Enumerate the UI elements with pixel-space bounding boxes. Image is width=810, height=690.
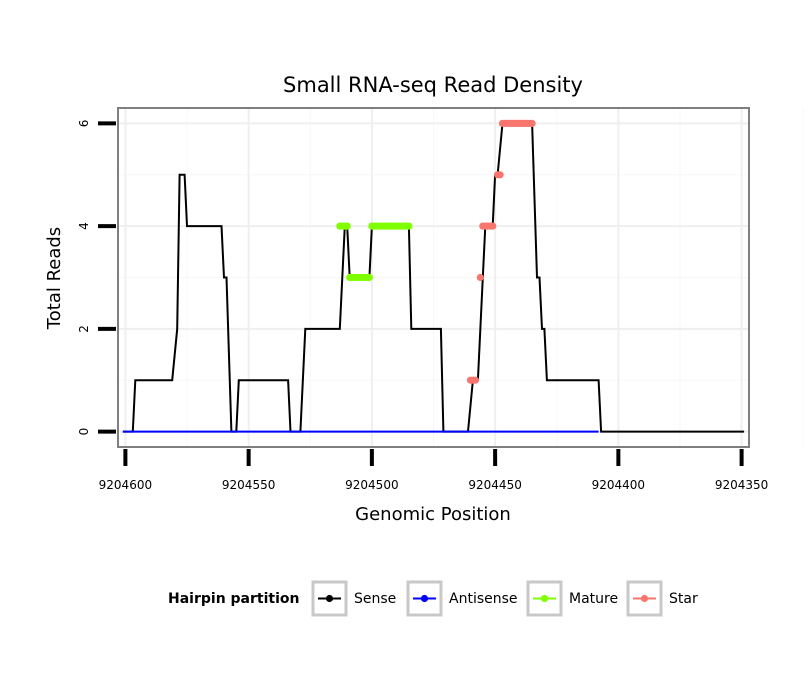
data-point-star	[471, 376, 479, 384]
x-tick-label: 9204600	[99, 478, 152, 492]
y-tick-label: 6	[77, 120, 91, 128]
legend-title: Hairpin partition	[168, 591, 299, 607]
legend-label: Antisense	[449, 591, 518, 607]
y-axis-title: Total Reads	[44, 227, 65, 330]
data-point-star	[528, 119, 536, 127]
data-point-star	[476, 273, 484, 282]
legend-label: Star	[669, 591, 698, 607]
legend-item-sense: Sense	[311, 580, 396, 617]
data-point-star	[489, 222, 497, 230]
data-point-star	[496, 171, 504, 179]
series-points-mature	[336, 222, 413, 282]
data-point-mature	[365, 273, 373, 282]
legend: Hairpin partition Sense Antisense Mature St…	[168, 580, 698, 617]
series-layer	[122, 119, 745, 433]
legend-item-mature: Mature	[526, 580, 618, 617]
y-tick-label: 0	[77, 428, 91, 436]
x-tick-label: 9204350	[715, 478, 768, 492]
x-tick-label: 9204500	[345, 478, 398, 492]
legend-label: Mature	[569, 591, 618, 607]
plot-border	[117, 107, 750, 448]
chart-title: Small RNA-seq Read Density	[283, 73, 583, 97]
legend-key-point	[325, 594, 334, 603]
legend-key-point	[640, 594, 649, 603]
x-axis-title: Genomic Position	[355, 504, 511, 525]
legend-entries: Sense Antisense Mature Star	[311, 580, 698, 617]
legend-key-point	[420, 594, 429, 603]
legend-item-antisense: Antisense	[406, 580, 518, 617]
data-point-mature	[343, 222, 351, 230]
x-tick-label: 9204400	[592, 478, 645, 492]
legend-label: Sense	[354, 591, 396, 607]
y-tick-label: 4	[77, 222, 91, 230]
legend-key-point	[540, 594, 549, 603]
y-axis: 0 2 4 6	[77, 120, 116, 436]
x-tick-label: 9204550	[222, 478, 275, 492]
x-tick-label: 9204450	[468, 478, 521, 492]
data-point-mature	[405, 222, 413, 230]
x-axis: 9204600 9204550 9204500 9204450 9204400 92043…	[99, 449, 768, 492]
legend-item-star: Star	[626, 580, 698, 617]
series-points-star	[466, 119, 536, 384]
y-tick-label: 2	[77, 325, 91, 333]
